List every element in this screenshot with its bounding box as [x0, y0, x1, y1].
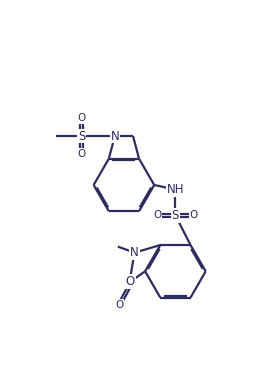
- Text: O: O: [115, 300, 124, 310]
- Text: S: S: [172, 209, 179, 222]
- Text: O: O: [153, 210, 161, 220]
- Text: O: O: [77, 113, 86, 123]
- Text: O: O: [77, 149, 86, 159]
- Text: NH: NH: [167, 183, 184, 196]
- Text: O: O: [189, 210, 198, 220]
- Text: N: N: [130, 246, 139, 259]
- Text: O: O: [125, 275, 135, 288]
- Text: S: S: [78, 129, 85, 142]
- Text: N: N: [110, 129, 119, 142]
